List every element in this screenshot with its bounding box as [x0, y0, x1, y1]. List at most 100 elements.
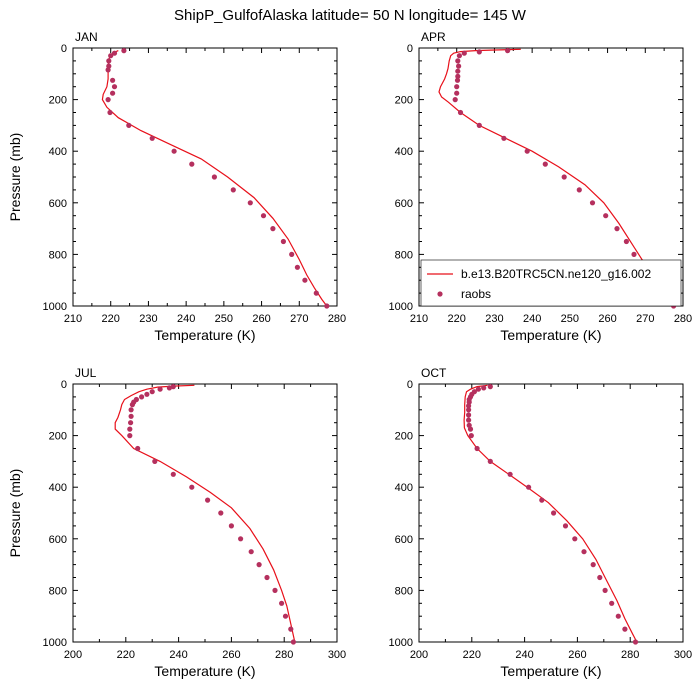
raobs-point: [272, 587, 278, 594]
raobs-point: [289, 251, 295, 257]
y-tick-label: 1000: [389, 637, 413, 649]
raobs-point: [152, 458, 158, 464]
y-tick-label: 400: [395, 146, 413, 158]
panel-month-label: JAN: [75, 30, 98, 44]
raobs-point: [264, 574, 270, 581]
figure-title: ShipP_GulfofAlaska latitude= 50 N longit…: [174, 7, 527, 24]
raobs-point: [542, 161, 548, 167]
raobs-point: [279, 600, 285, 606]
raobs-point: [466, 407, 472, 413]
raobs-point: [476, 122, 482, 128]
y-tick-label: 1000: [389, 301, 413, 313]
y-tick-label: 0: [407, 379, 413, 391]
y-tick-label: 200: [49, 95, 67, 107]
y-tick-label: 400: [395, 482, 413, 494]
y-tick-label: 400: [49, 146, 67, 158]
raobs-point: [561, 174, 567, 180]
y-tick-label: 600: [49, 534, 67, 546]
raobs-point: [282, 613, 289, 619]
raobs-point: [149, 389, 155, 395]
x-tick-label: 210: [410, 313, 428, 325]
panels: JAN 210 220 230 240 250 260 270 280 0 200 400 600 800…: [7, 30, 692, 679]
raobs-point: [562, 523, 569, 529]
raobs-point: [452, 97, 458, 103]
raobs-point: [551, 510, 557, 516]
raobs-point: [111, 50, 118, 56]
y-tick-label: 600: [395, 198, 413, 210]
x-tick-label: 270: [290, 313, 308, 325]
raobs-point: [466, 403, 472, 409]
raobs-point: [111, 84, 118, 90]
raobs-point: [581, 549, 587, 555]
raobs-point: [128, 420, 134, 426]
y-tick-label: 600: [395, 534, 413, 546]
raobs-point: [589, 200, 596, 206]
x-tick-label: 280: [328, 313, 346, 325]
y-tick-label: 600: [49, 198, 67, 210]
raobs-point: [632, 639, 639, 645]
raobs-point: [171, 148, 177, 154]
y-tick-label: 200: [395, 95, 413, 107]
x-tick-label: 260: [222, 649, 240, 661]
x-tick-label: 260: [598, 313, 616, 325]
raobs-point: [157, 386, 163, 392]
raobs-point: [256, 562, 262, 568]
raobs-point: [466, 412, 472, 418]
legend-model-label: b.e13.B20TRC5CN.ne120_g16.002: [461, 267, 651, 281]
raobs-point: [105, 67, 111, 73]
raobs-point: [324, 303, 330, 309]
raobs-point: [526, 484, 532, 490]
raobs-point: [456, 53, 462, 59]
raobs-point: [170, 384, 176, 390]
raobs-point: [218, 510, 224, 516]
y-tick-label: 0: [407, 43, 413, 55]
x-tick-label: 280: [621, 649, 639, 661]
x-tick-label: 230: [139, 313, 157, 325]
y-tick-label: 200: [49, 431, 67, 443]
raobs-point: [603, 213, 609, 219]
raobs-point: [539, 497, 545, 503]
raobs-point: [622, 626, 628, 632]
raobs-point: [456, 63, 462, 69]
raobs-point: [189, 484, 195, 490]
panel-month-label: OCT: [421, 366, 447, 380]
x-tick-label: 280: [674, 313, 692, 325]
raobs-point: [454, 77, 461, 83]
raobs-point: [129, 402, 135, 408]
raobs-point: [105, 97, 111, 103]
raobs-point: [466, 417, 472, 423]
raobs-point: [454, 90, 460, 96]
y-axis-title: Pressure (mb): [7, 133, 23, 222]
x-axis-title: Temperature (K): [500, 327, 601, 343]
raobs-point: [290, 639, 296, 645]
x-tick-label: 230: [485, 313, 503, 325]
x-axis-title: Temperature (K): [154, 327, 255, 343]
raobs-point: [461, 50, 467, 56]
raobs-point: [487, 384, 493, 390]
panel-month-label: APR: [421, 30, 446, 44]
raobs-point: [228, 523, 234, 529]
y-tick-label: 0: [61, 379, 67, 391]
x-tick-label: 200: [64, 649, 82, 661]
raobs-point: [467, 426, 474, 432]
y-tick-label: 800: [49, 585, 67, 597]
raobs-point: [128, 407, 134, 413]
x-tick-label: 210: [64, 313, 82, 325]
legend-box: [420, 259, 682, 307]
raobs-point: [170, 471, 176, 477]
raobs-point: [455, 58, 461, 64]
model-line: [438, 48, 675, 307]
raobs-point: [609, 600, 615, 606]
x-tick-label: 250: [215, 313, 233, 325]
x-tick-label: 260: [252, 313, 270, 325]
raobs-point: [524, 148, 530, 154]
raobs-point: [602, 587, 608, 594]
raobs-point: [487, 458, 493, 464]
x-tick-label: 220: [117, 649, 135, 661]
x-tick-label: 280: [275, 649, 293, 661]
y-tick-label: 200: [395, 431, 413, 443]
raobs-point: [501, 135, 507, 141]
raobs-point: [590, 562, 596, 568]
